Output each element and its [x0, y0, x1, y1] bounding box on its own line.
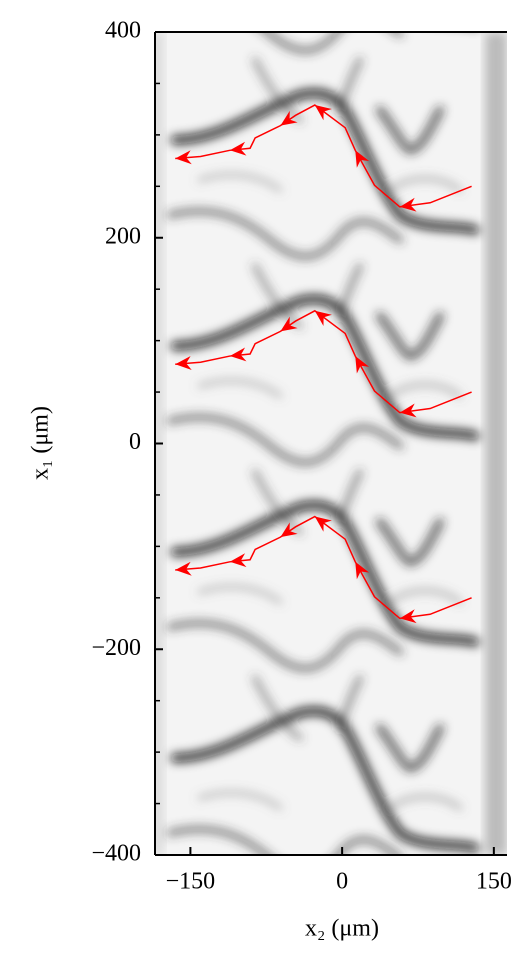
arrowhead [229, 347, 247, 362]
density-map [155, 32, 507, 855]
arrowhead [280, 522, 298, 538]
arrowhead [314, 516, 332, 532]
arrowhead [355, 150, 370, 168]
arrowhead [355, 356, 370, 374]
x-tick-label: 150 [476, 869, 512, 895]
y-tick-label: 200 [105, 223, 141, 249]
arrowhead [399, 403, 417, 418]
arrowhead [399, 197, 417, 212]
y-axis-label: x₁ (μm) [28, 406, 54, 480]
y-tick-label: −200 [91, 635, 141, 661]
arrowhead [399, 609, 417, 624]
arrowhead [229, 553, 247, 568]
x-tick-label: −150 [166, 869, 216, 895]
arrowhead [175, 561, 192, 576]
arrowhead [280, 316, 298, 332]
x-tick-label: 0 [336, 869, 348, 895]
y-tick-label: 0 [129, 429, 141, 455]
arrowhead [314, 310, 332, 326]
arrowhead [175, 356, 192, 370]
x-axis-label: x₂ (μm) [305, 916, 379, 942]
y-tick-label: 400 [105, 18, 141, 44]
arrowhead [175, 150, 192, 165]
y-tick-label: −400 [91, 841, 141, 867]
arrowhead [280, 110, 298, 126]
arrowhead [355, 561, 370, 580]
arrowhead [314, 105, 332, 121]
arrowhead [229, 141, 247, 156]
